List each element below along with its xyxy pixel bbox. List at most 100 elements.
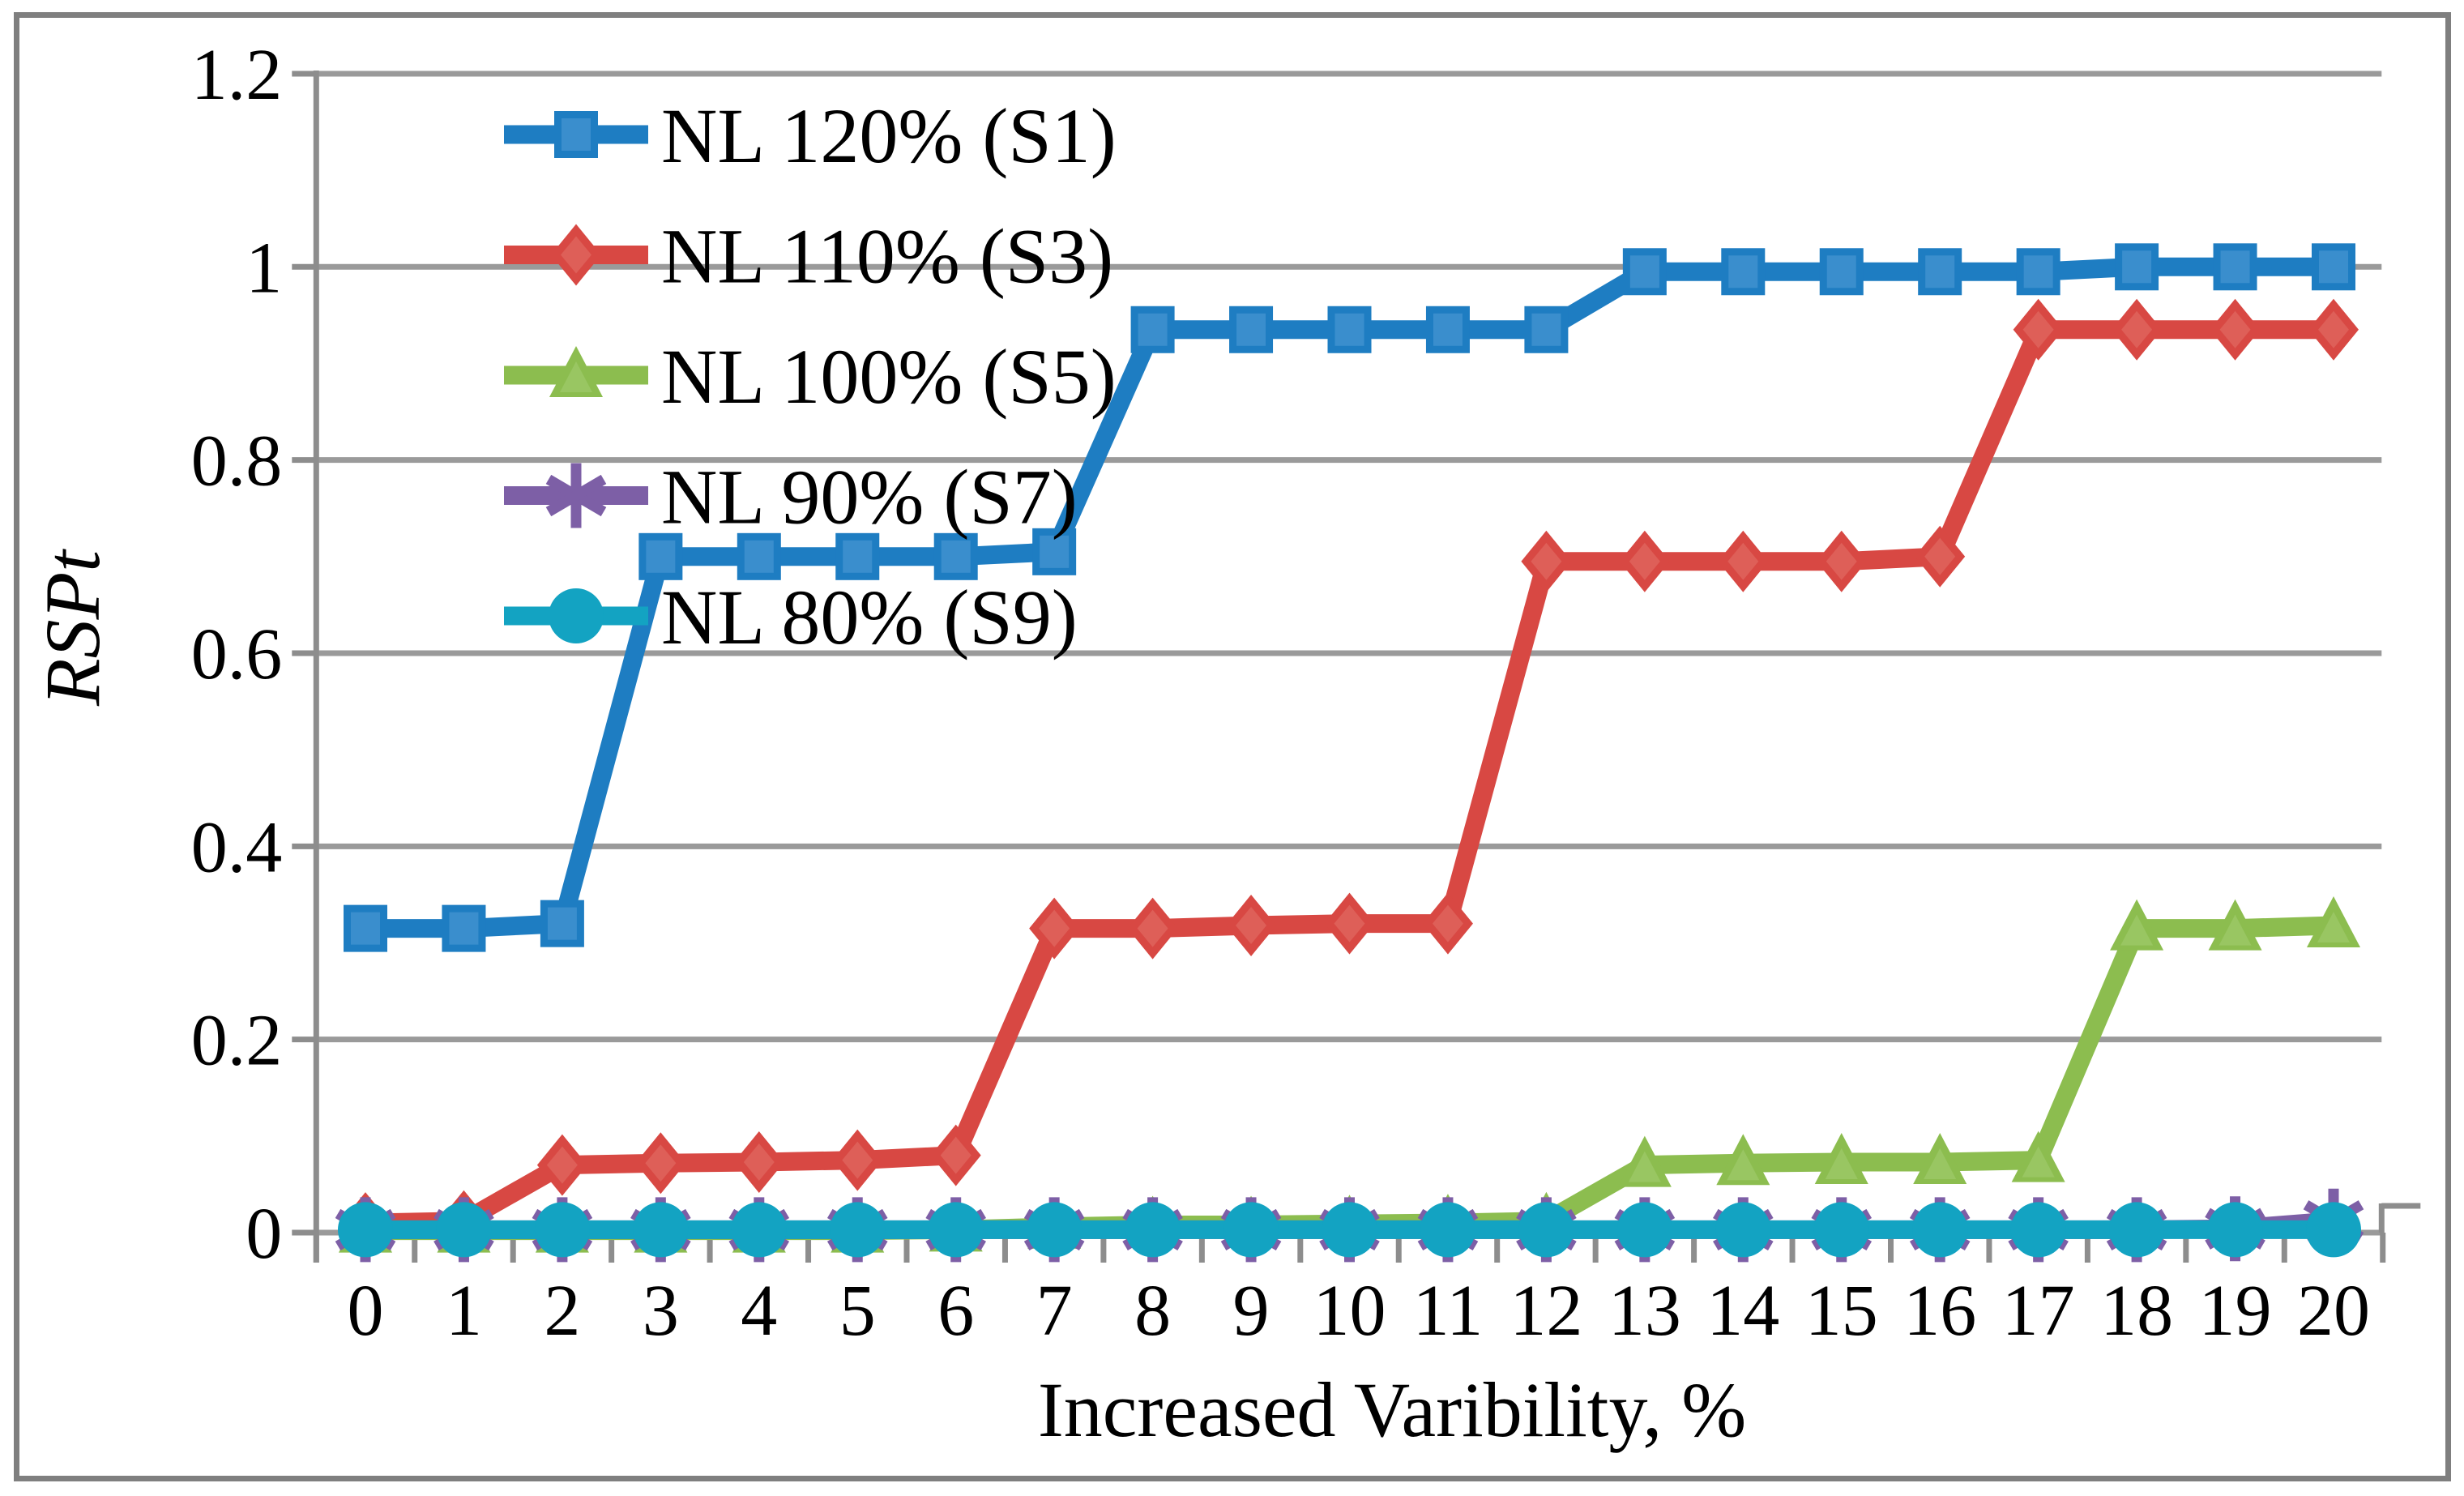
x-tick-label: 20 <box>2297 1271 2370 1351</box>
legend-label: NL 100% (S5) <box>661 333 1117 420</box>
y-tick-label: 0.4 <box>191 807 283 887</box>
circle-marker <box>633 1202 689 1258</box>
square-marker <box>1032 528 1077 575</box>
circle-marker <box>2010 1202 2066 1258</box>
circle-marker <box>1223 1202 1279 1258</box>
square-marker <box>2115 243 2159 291</box>
circle-marker <box>549 588 604 643</box>
diamond-marker <box>1915 525 1966 588</box>
square-marker <box>737 532 781 580</box>
y-tick-label: 0.8 <box>191 421 283 502</box>
circle-marker <box>2306 1202 2361 1258</box>
legend: NL 120% (S1) NL 110% (S3) NL 100% (S5) NL 9… <box>504 92 1117 660</box>
circle-marker <box>1616 1202 1672 1258</box>
square-marker <box>933 532 978 580</box>
diamond-marker <box>1619 530 1670 592</box>
figure-border <box>14 12 2451 1481</box>
diamond-marker <box>2210 298 2261 361</box>
diamond-marker <box>1029 897 1080 960</box>
circle-marker <box>1125 1202 1181 1258</box>
x-tick-label: 1 <box>446 1271 482 1351</box>
legend-item-nl-90-s7: NL 90% (S7) <box>504 454 1078 541</box>
grid-layer <box>292 70 2421 1263</box>
circle-marker <box>830 1202 886 1258</box>
circle-marker <box>1518 1202 1574 1258</box>
circle-marker <box>1912 1202 1968 1258</box>
series-layer <box>335 243 2364 1263</box>
series-nl-120-s1 <box>344 243 2355 952</box>
diamond-marker <box>733 1131 784 1194</box>
diamond-marker <box>1226 895 1277 957</box>
triangle-marker <box>2307 896 2360 948</box>
series-nl-80-s9 <box>338 1202 2361 1258</box>
triangle-marker <box>549 346 603 397</box>
x-tick-label: 13 <box>1608 1271 1681 1351</box>
asterisk-marker <box>545 463 607 528</box>
circle-marker <box>2109 1202 2165 1258</box>
square-marker <box>344 904 387 952</box>
circle-marker <box>2207 1202 2263 1258</box>
x-tick-label: 10 <box>1313 1271 1386 1351</box>
triangle-marker <box>1617 1135 1672 1187</box>
legend-label: NL 80% (S9) <box>661 574 1078 660</box>
square-marker <box>442 904 486 952</box>
square-marker <box>540 900 584 947</box>
diamond-marker <box>832 1129 883 1191</box>
circle-marker <box>1322 1202 1377 1258</box>
x-tick-label: 5 <box>839 1271 876 1351</box>
diamond-marker <box>2013 298 2064 361</box>
y-tick-label: 1.2 <box>191 35 283 115</box>
diamond-marker <box>551 224 601 286</box>
legend-item-nl-80-s9: NL 80% (S9) <box>504 574 1078 660</box>
diamond-marker <box>635 1132 686 1195</box>
diamond-marker <box>930 1124 981 1186</box>
diamond-marker <box>1521 530 1572 592</box>
square-marker <box>1327 306 1372 353</box>
square-marker <box>1918 248 1962 296</box>
x-tick-label: 0 <box>348 1271 384 1351</box>
square-marker <box>1229 306 1274 353</box>
square-marker <box>835 532 880 580</box>
x-tick-label: 19 <box>2199 1271 2272 1351</box>
circle-marker <box>534 1202 590 1258</box>
circle-marker <box>731 1202 787 1258</box>
x-tick-label: 15 <box>1805 1271 1878 1351</box>
y-tick-label: 1 <box>246 228 282 308</box>
triangle-marker <box>2110 899 2164 951</box>
triangle-marker <box>2011 1131 2065 1182</box>
x-tick-label: 12 <box>1510 1271 1582 1351</box>
circle-marker <box>436 1202 492 1258</box>
square-marker <box>1524 306 1569 353</box>
y-tick-label: 0 <box>246 1194 282 1274</box>
square-marker <box>2016 248 2060 296</box>
legend-label: NL 90% (S7) <box>661 454 1078 541</box>
diamond-marker <box>1127 897 1178 960</box>
square-marker <box>1425 306 1470 353</box>
circle-marker <box>1813 1202 1869 1258</box>
x-tick-label: 7 <box>1036 1271 1073 1351</box>
legend-label: NL 120% (S1) <box>661 92 1117 179</box>
x-tick-label: 14 <box>1706 1271 1779 1351</box>
diamond-marker <box>1324 892 1375 955</box>
circle-marker <box>928 1202 984 1258</box>
legend-item-nl-110-s3: NL 110% (S3) <box>504 213 1113 300</box>
diamond-marker <box>1718 530 1769 592</box>
diamond-marker <box>536 1134 587 1196</box>
x-tick-label: 3 <box>643 1271 679 1351</box>
square-marker <box>554 111 598 158</box>
triangle-marker <box>1814 1133 1868 1185</box>
legend-label: NL 110% (S3) <box>661 213 1113 300</box>
square-marker <box>1819 248 1864 296</box>
x-tick-label: 11 <box>1413 1271 1484 1351</box>
circle-marker <box>1420 1202 1475 1258</box>
triangle-marker <box>1913 1133 1967 1185</box>
circle-marker <box>1027 1202 1083 1258</box>
x-tick-label: 8 <box>1134 1271 1171 1351</box>
square-marker <box>2312 243 2355 291</box>
diamond-marker <box>1422 892 1473 955</box>
circle-marker <box>338 1202 393 1258</box>
square-marker <box>638 532 683 580</box>
x-tick-label: 6 <box>937 1271 974 1351</box>
triangle-marker <box>2208 899 2262 951</box>
